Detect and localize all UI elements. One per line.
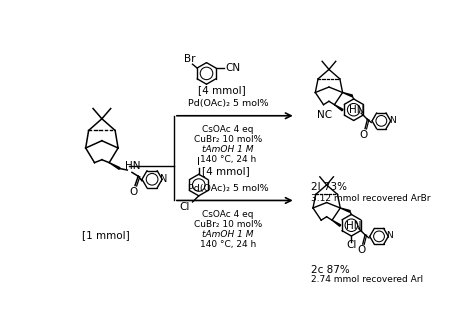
Text: Cl: Cl <box>180 202 190 212</box>
Text: 2.74 mmol recovered ArI: 2.74 mmol recovered ArI <box>311 275 423 284</box>
Text: 2c 87%: 2c 87% <box>311 265 350 275</box>
Text: 3.12 mmol recovered ArBr: 3.12 mmol recovered ArBr <box>311 194 430 203</box>
Text: Pd(OAc)₂ 5 mol%: Pd(OAc)₂ 5 mol% <box>188 184 268 193</box>
Text: CuBr₂ 10 mol%: CuBr₂ 10 mol% <box>194 220 262 229</box>
Polygon shape <box>340 208 350 212</box>
Text: CsOAc 4 eq: CsOAc 4 eq <box>202 210 254 219</box>
Text: Br: Br <box>183 54 195 64</box>
Text: HN: HN <box>349 105 365 115</box>
Text: CsOAc 4 eq: CsOAc 4 eq <box>202 125 254 134</box>
Text: O: O <box>357 245 365 255</box>
Text: NC: NC <box>317 110 332 120</box>
Text: [4 mmol]: [4 mmol] <box>198 85 246 95</box>
Text: [1 mmol]: [1 mmol] <box>82 230 129 240</box>
Text: N: N <box>386 231 393 240</box>
Polygon shape <box>334 105 343 111</box>
Text: O: O <box>129 187 137 197</box>
Text: CuBr₂ 10 mol%: CuBr₂ 10 mol% <box>194 135 262 144</box>
Text: N: N <box>160 173 167 183</box>
Text: tAmOH 1 M: tAmOH 1 M <box>202 145 254 154</box>
Text: Pd(OAc)₂ 5 mol%: Pd(OAc)₂ 5 mol% <box>188 99 268 108</box>
Text: [4 mmol]: [4 mmol] <box>202 166 250 176</box>
Text: HN: HN <box>125 161 140 171</box>
Text: tAmOH 1 M: tAmOH 1 M <box>202 230 254 239</box>
Text: O: O <box>359 130 368 140</box>
Text: N: N <box>389 116 396 125</box>
Text: Cl: Cl <box>346 240 356 250</box>
Text: HN: HN <box>346 221 362 231</box>
Text: 2l 73%: 2l 73% <box>311 182 347 193</box>
Text: CN: CN <box>225 63 240 73</box>
Text: 140 °C, 24 h: 140 °C, 24 h <box>200 240 256 249</box>
Polygon shape <box>343 92 353 97</box>
Polygon shape <box>109 163 120 169</box>
Polygon shape <box>332 220 341 226</box>
Text: I: I <box>197 157 200 167</box>
Text: 140 °C, 24 h: 140 °C, 24 h <box>200 155 256 164</box>
